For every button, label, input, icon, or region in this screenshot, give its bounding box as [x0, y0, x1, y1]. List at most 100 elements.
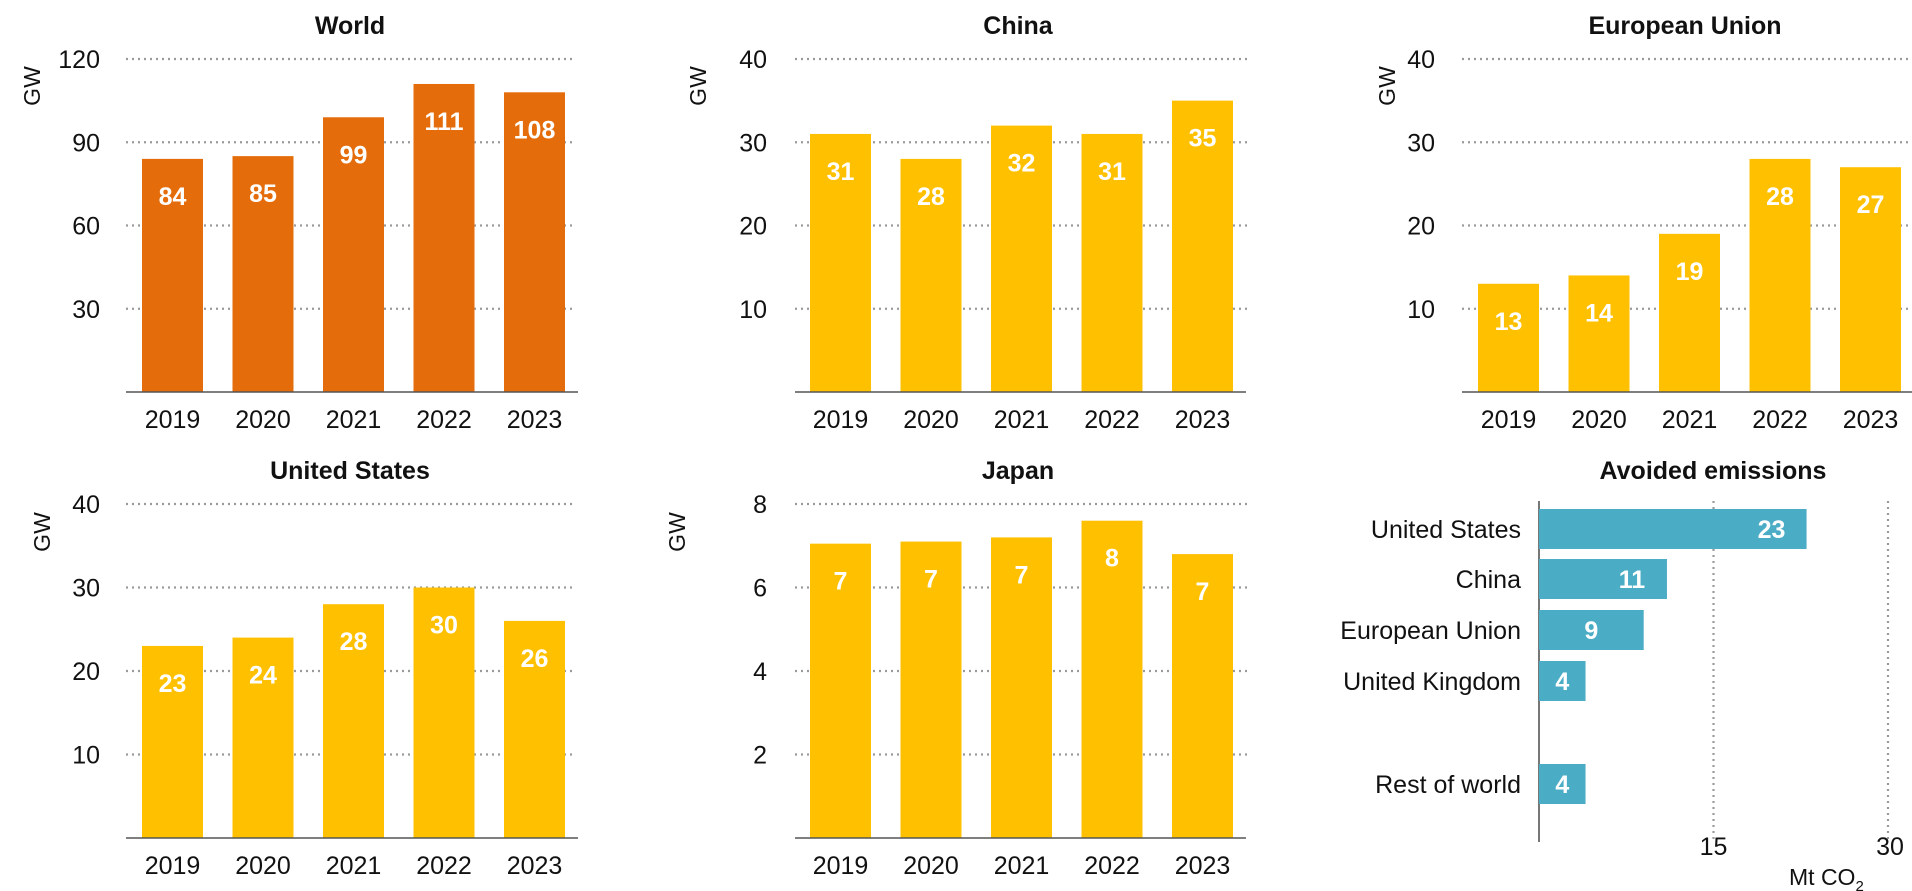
y-axis-unit: GW: [664, 512, 690, 552]
data-label: 30: [430, 612, 458, 640]
data-label: 28: [1766, 183, 1794, 211]
bar: [1081, 133, 1143, 393]
x-tick-label: 2021: [1662, 406, 1718, 434]
x-tick-label: 15: [1700, 833, 1728, 861]
chart-world: World GW 30 60 90 120 84 2019 85 2020 99 2021 111 202…: [19, 12, 578, 434]
bar: [1478, 283, 1539, 392]
x-tick-label: 2019: [813, 406, 869, 434]
data-label: 11: [1619, 566, 1646, 594]
data-label: 4: [1555, 668, 1569, 696]
data-label: 8: [1105, 545, 1119, 573]
data-label: 19: [1676, 258, 1704, 286]
data-label: 26: [521, 645, 549, 673]
x-tick-label: 2022: [1084, 852, 1140, 880]
bar: [1172, 554, 1233, 838]
y-tick-label: 40: [739, 46, 767, 74]
y-tick-label: 10: [1407, 296, 1435, 324]
data-label: 14: [1585, 299, 1613, 327]
chart-china: China GW 10 20 30 40 31 2019 28 2020 32 2021 31 2022 3…: [685, 12, 1251, 434]
y-tick-label: 30: [739, 129, 767, 157]
y-tick-label: 60: [72, 213, 100, 241]
x-tick-label: 2020: [903, 852, 959, 880]
data-label: 9: [1584, 617, 1598, 645]
y-tick-label: 10: [72, 742, 100, 770]
data-label: 7: [924, 566, 938, 594]
x-tick-label: 2021: [326, 406, 382, 434]
bar: [323, 604, 384, 838]
chart-title: United States: [270, 457, 430, 485]
data-label: 99: [340, 141, 368, 169]
data-label: 7: [1196, 578, 1210, 606]
y-tick-label: 8: [753, 491, 767, 519]
category-label: United Kingdom: [1343, 668, 1521, 696]
chart-us: United States GW 10 20 30 40 23 2019 24 2020 28 202…: [29, 457, 578, 880]
bar: [1568, 275, 1630, 392]
y-tick-label: 20: [739, 213, 767, 241]
y-axis-unit: GW: [1374, 66, 1400, 106]
y-tick-label: 40: [1407, 46, 1435, 74]
data-label: 27: [1857, 191, 1885, 219]
bar: [1539, 559, 1667, 599]
y-tick-label: 90: [72, 129, 100, 157]
x-tick-label: 2023: [1175, 852, 1231, 880]
x-tick-label: 2020: [235, 852, 291, 880]
category-label: United States: [1371, 516, 1521, 544]
y-tick-label: 120: [58, 46, 100, 74]
x-tick-label: 2022: [1752, 406, 1808, 434]
chart-title: Japan: [982, 457, 1054, 485]
y-tick-label: 2: [753, 742, 767, 770]
x-tick-label: 2020: [903, 406, 959, 434]
data-label: 32: [1008, 150, 1036, 178]
bar: [323, 117, 384, 393]
x-tick-label: 2020: [235, 406, 291, 434]
data-label: 4: [1555, 771, 1569, 799]
chart-title: World: [315, 12, 385, 40]
x-tick-label: 2022: [416, 852, 472, 880]
x-tick-label: 2019: [145, 852, 201, 880]
bar: [1539, 764, 1586, 804]
bar: [1539, 509, 1807, 549]
bar: [232, 156, 294, 392]
y-axis-unit: GW: [19, 66, 45, 106]
bar: [900, 541, 962, 838]
data-label: 31: [1098, 158, 1126, 186]
x-tick-label: 2021: [326, 852, 382, 880]
y-axis-unit: GW: [685, 66, 711, 106]
bar: [413, 587, 475, 838]
x-tick-label: 2020: [1571, 406, 1627, 434]
chart-title: Avoided emissions: [1600, 457, 1827, 485]
data-label: 84: [159, 183, 187, 211]
data-label: 7: [1015, 561, 1029, 589]
data-label: 85: [249, 180, 277, 208]
bar: [142, 158, 203, 392]
bar: [991, 537, 1052, 838]
y-tick-label: 30: [72, 575, 100, 603]
y-tick-label: 10: [739, 296, 767, 324]
data-label: 7: [834, 568, 848, 596]
data-label: 28: [917, 183, 945, 211]
chart-title: European Union: [1588, 12, 1781, 40]
bar: [810, 133, 871, 393]
bar: [810, 543, 871, 838]
chart-title: China: [983, 12, 1054, 40]
data-label: 23: [159, 670, 187, 698]
data-label: 13: [1495, 308, 1523, 336]
x-tick-label: 2023: [507, 852, 563, 880]
x-tick-label: 2023: [1175, 406, 1231, 434]
y-axis-unit: GW: [29, 512, 55, 552]
x-tick-label: 2023: [1843, 406, 1899, 434]
y-tick-label: 40: [72, 491, 100, 519]
y-tick-label: 4: [753, 658, 767, 686]
chart-avoided: Avoided emissions 15 30 United States 23 Chin…: [1340, 457, 1904, 891]
x-tick-label: 2019: [813, 852, 869, 880]
y-tick-label: 20: [72, 658, 100, 686]
x-axis-unit: Mt CO2: [1789, 864, 1864, 891]
bar: [504, 620, 565, 838]
y-tick-label: 30: [72, 296, 100, 324]
data-label: 35: [1189, 125, 1217, 153]
bar: [1539, 610, 1644, 650]
data-label: 108: [514, 116, 556, 144]
data-label: 28: [340, 628, 368, 656]
x-tick-label: 2021: [994, 406, 1050, 434]
